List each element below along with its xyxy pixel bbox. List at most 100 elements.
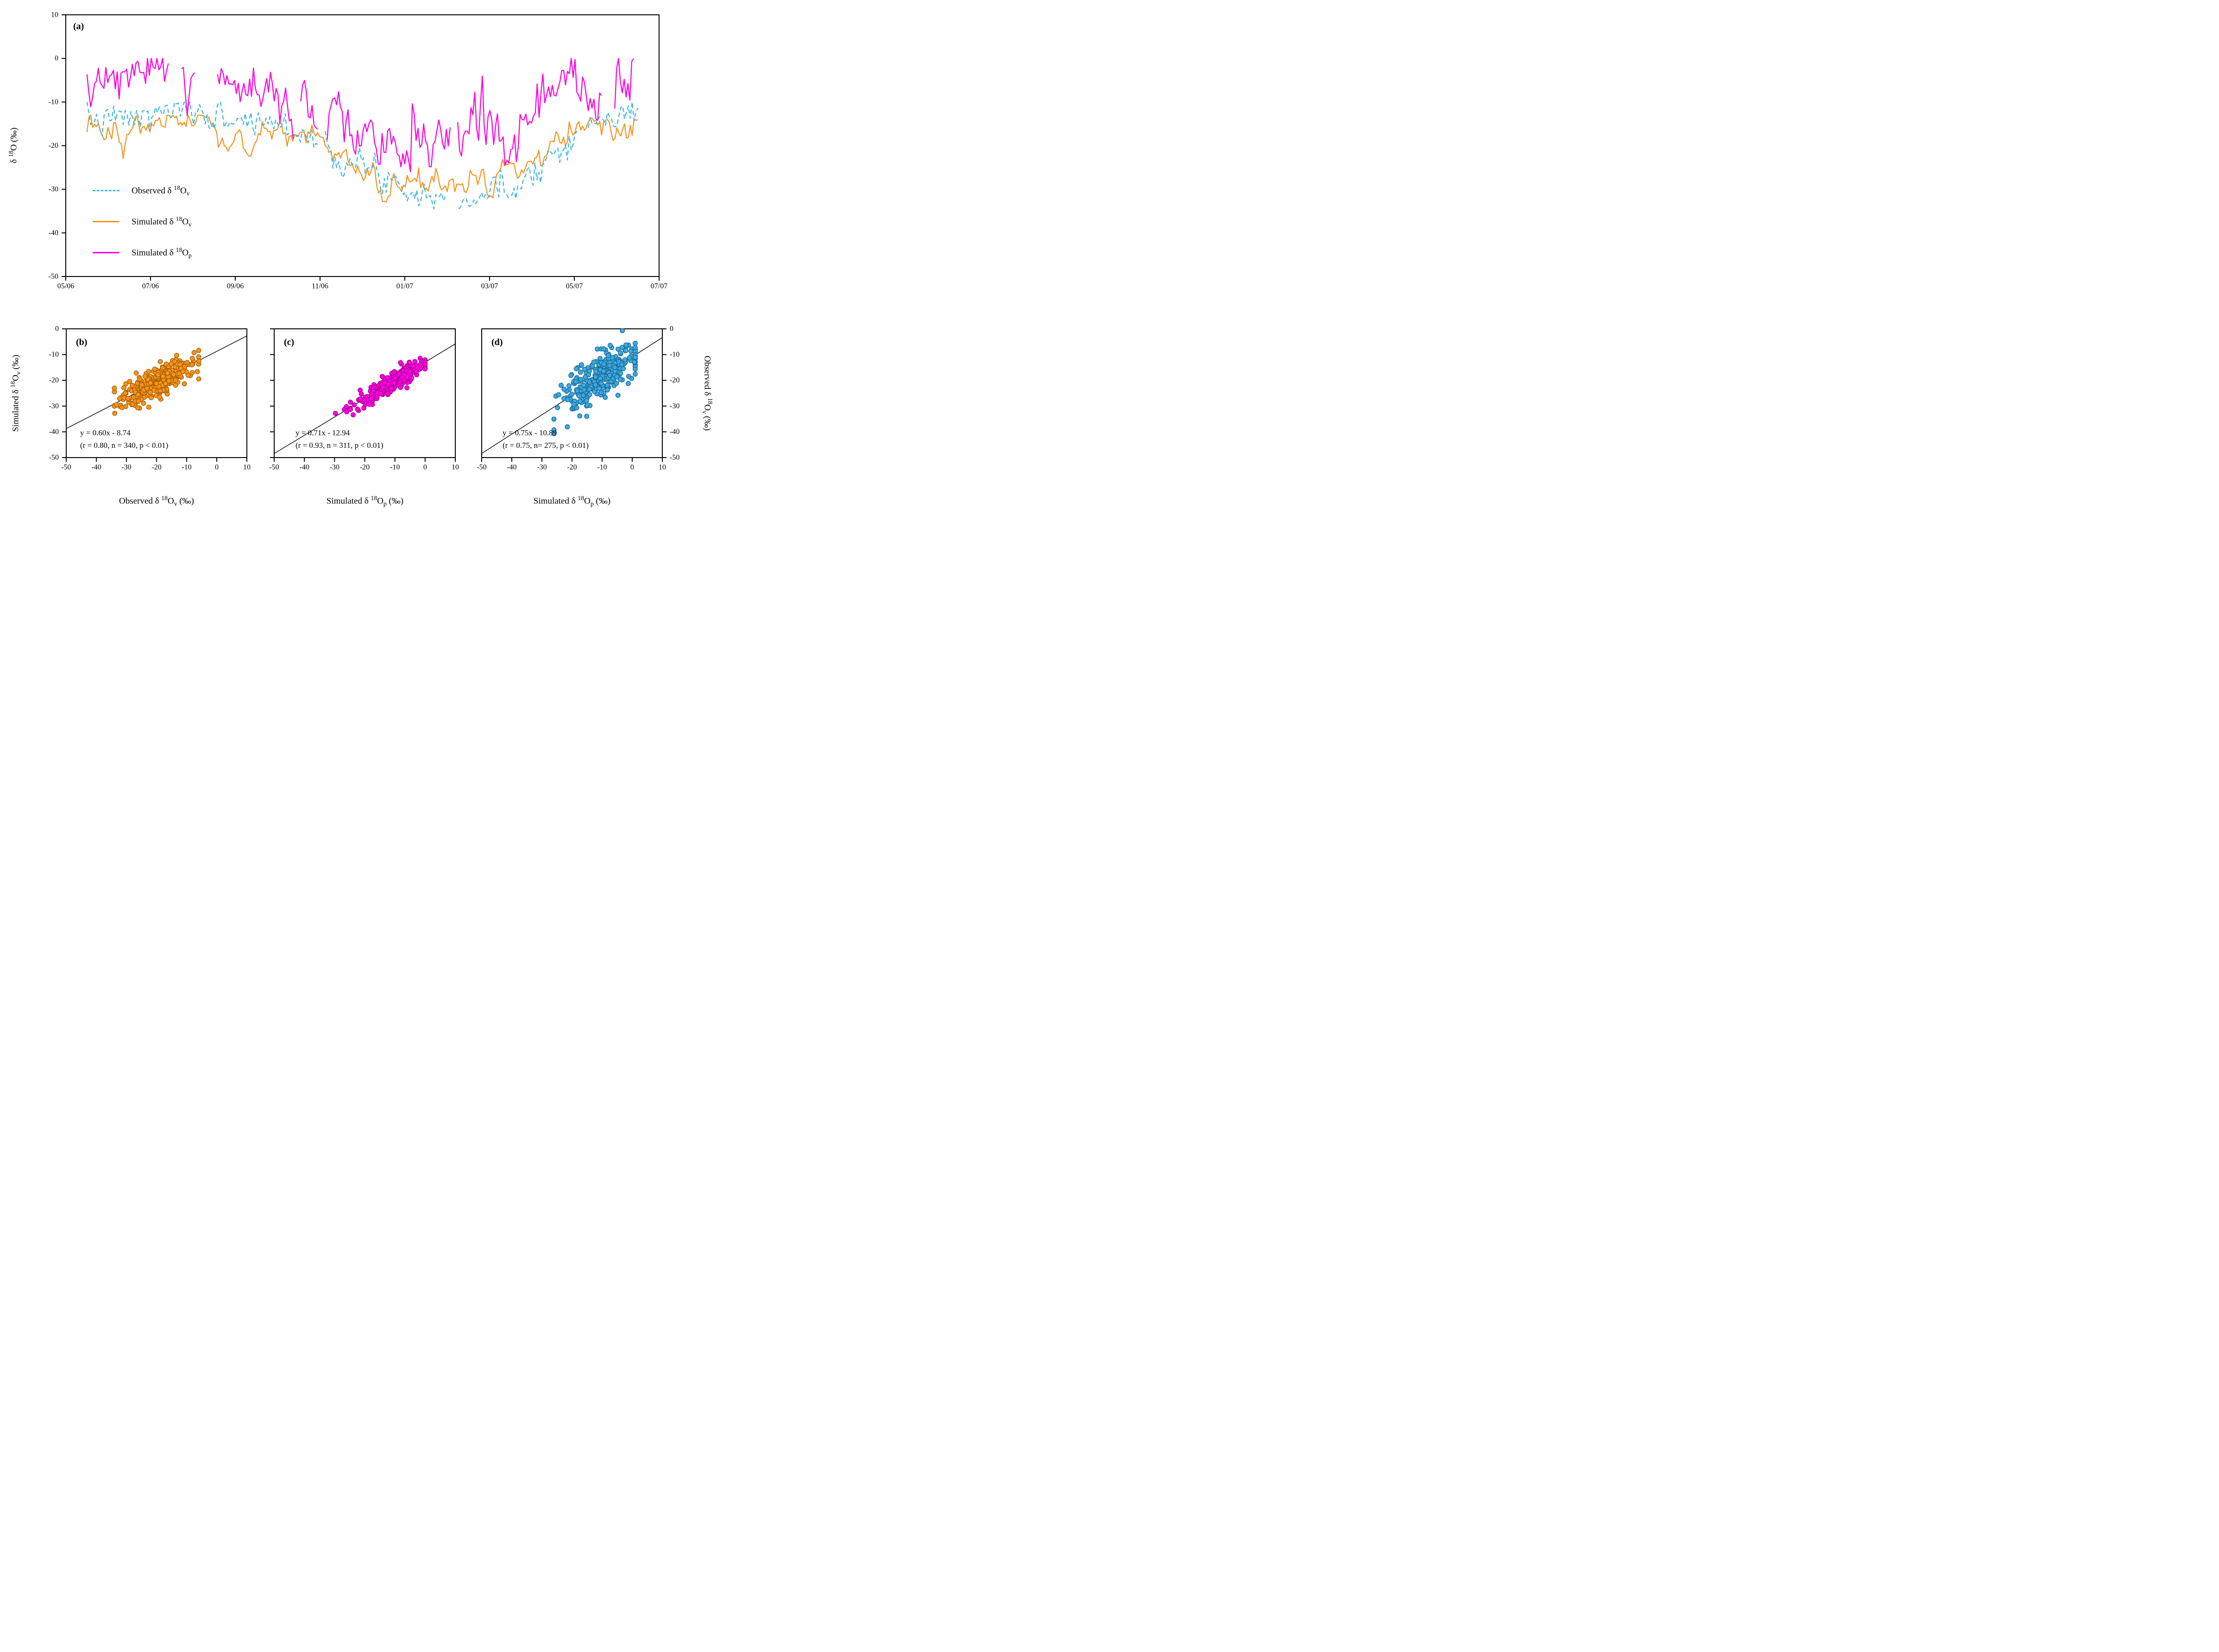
panel-d-x-axis-title: Simulated δ 18Op (‰) [533,495,611,508]
y-tick-label: -50 [49,273,58,281]
scatter-point [561,386,567,392]
scatter-point [163,361,169,367]
x-tick-label: 03/07 [481,282,498,290]
legend-item-simulated-op: Simulated δ 18Op [93,246,192,259]
scatter-point [180,369,186,374]
legend-item-simulated-ov: Simulated δ 18Ov [93,215,192,228]
scatter-points [112,348,201,416]
y-tick-label: -10 [49,98,58,106]
scatter-point [169,361,174,367]
scatter-point [374,394,380,399]
scatter-point [146,404,151,410]
scatter-point [125,396,131,401]
scatter-point [174,352,179,358]
scatter-point [607,343,613,348]
y-tick-label: -20 [670,377,679,384]
scatter-point [361,397,367,402]
scatter-point [587,379,592,385]
scatter-point [569,391,574,397]
scatter-point [396,371,402,377]
scatter-point [551,427,557,433]
panel-c-plot: -50 -40 -30 -20 -10 0 10 [269,328,459,471]
scatter-point [415,365,421,371]
scatter-point [556,392,561,397]
scatter-point [607,373,613,378]
y-tick-label: -30 [670,402,679,410]
y-tick-label: 0 [55,325,59,333]
scatter-point [404,375,410,380]
panel-c-equation: y = 0.71x - 12.94 (r = 0.93, n = 311, p … [295,427,383,452]
scatter-point [398,360,403,365]
scatter-point [114,402,119,408]
scatter-point [582,366,587,372]
x-tick-label: 10 [659,463,666,471]
scatter-point [607,363,612,368]
y-tick-label: -20 [49,142,58,150]
equation-line: y = 0.71x - 12.94 [295,428,350,437]
scatter-point [196,376,201,382]
scatter-point [348,407,353,412]
scatter-point [154,381,159,386]
scatter-point [601,346,606,352]
scatter-point [593,369,598,374]
scatter-point [598,381,604,386]
scatter-point [626,374,631,379]
scatter-point [618,350,623,356]
scatter-point [587,392,592,397]
scatter-point [410,363,416,369]
scatter-point [551,416,557,422]
scatter-point [117,396,122,402]
scatter-point [598,390,604,396]
x-tick-label: -50 [269,463,279,471]
scatter-point [142,374,148,379]
scatter-point [152,366,157,372]
scatter-point [123,390,128,396]
x-tick-label: -20 [360,463,370,471]
scatter-point [618,371,623,376]
scatter-point [422,362,428,367]
scatter-points [333,356,428,418]
scatter-point [352,402,357,408]
scatter-point [144,386,150,391]
y-tick-label: -10 [670,351,679,358]
scatter-point [112,410,118,416]
scatter-point [160,374,166,379]
scatter-point [182,381,187,387]
x-tick-label: 0 [215,463,219,471]
scatter-point [604,383,610,388]
scatter-point [620,328,625,333]
scatter-point [585,402,590,408]
scatter-point [605,387,610,393]
x-tick-label: 0 [630,463,634,471]
solid-line-sample-icon [93,221,119,223]
scatter-point [614,381,619,386]
scatter-point [612,365,617,370]
legend-label: Simulated δ 18Ov [132,215,192,228]
stats-line: (r = 0.93, n = 311, p < 0.01) [295,441,383,450]
scatter-point [386,382,391,387]
x-tick-label: -50 [61,463,71,471]
scatter-point [171,372,176,377]
scatter-point [148,380,153,386]
scatter-point [573,379,578,384]
scatter-point [621,366,626,371]
scatter-point [578,370,583,375]
panel-c-x-axis-title: Simulated δ 18Op (‰) [326,495,404,508]
scatter-point [559,383,564,388]
scatter-point [399,375,405,380]
y-tick-label: -30 [49,185,58,193]
x-tick-label: 10 [452,463,459,471]
scatter-point [391,370,397,375]
x-tick-label: -10 [390,463,400,471]
scatter-point [173,377,178,383]
panel-b-letter: (b) [76,337,88,347]
x-tick-label: 05/07 [566,282,583,290]
scatter-point [577,413,583,419]
scatter-point [189,370,195,375]
scatter-point [614,374,620,379]
scatter-point [603,395,608,400]
scatter-point [165,371,170,376]
panel-d-equation: y = 0.75x - 10.89 (r = 0.75, n= 275, p <… [503,427,589,452]
scatter-point [633,355,638,360]
scatter-point [398,385,403,390]
